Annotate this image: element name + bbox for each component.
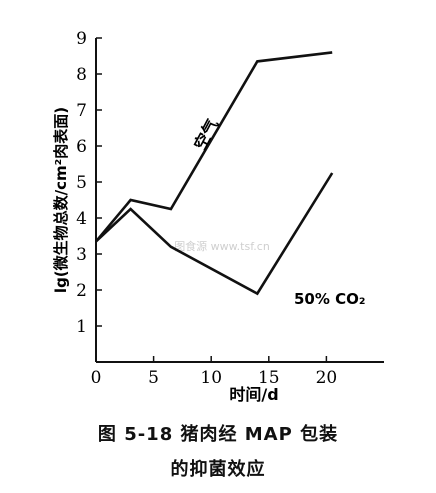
x-axis-label: 时间/d bbox=[229, 385, 278, 404]
y-tick-label: 3 bbox=[76, 245, 87, 265]
series-group bbox=[95, 51, 334, 296]
x-tick-label: 0 bbox=[91, 368, 102, 388]
watermark: 图食源 www.tsf.cn bbox=[174, 239, 270, 253]
y-tick-label: 1 bbox=[76, 317, 87, 337]
y-tick-label: 7 bbox=[76, 101, 87, 121]
tick-group: 1 2 3 4 5 6 7 8 9 0 5 10 15 20 bbox=[76, 29, 337, 388]
x-tick-label: 15 bbox=[258, 368, 280, 388]
y-tick-label: 8 bbox=[76, 65, 87, 85]
y-tick-label: 4 bbox=[76, 209, 87, 229]
y-tick-label: 9 bbox=[76, 29, 87, 49]
series-label-air: 空气 bbox=[190, 116, 222, 153]
y-tick-label: 5 bbox=[76, 173, 87, 193]
x-tick-label: 20 bbox=[316, 368, 338, 388]
y-tick-label: 6 bbox=[76, 137, 87, 157]
figure-caption-line2: 的抑菌效应 bbox=[170, 459, 266, 480]
x-tick-label: 10 bbox=[200, 368, 222, 388]
series-line-1 bbox=[95, 172, 334, 296]
figure-caption-line1: 图 5-18 猪肉经 MAP 包装 bbox=[97, 424, 339, 445]
y-tick-label: 2 bbox=[76, 281, 87, 301]
y-axis-label: lg(微生物总数/cm²肉表面) bbox=[52, 107, 70, 293]
axes bbox=[95, 38, 384, 363]
series-line-0 bbox=[95, 51, 333, 243]
x-tick-label: 5 bbox=[148, 368, 159, 388]
series-label-co2: 50% CO₂ bbox=[294, 290, 365, 308]
